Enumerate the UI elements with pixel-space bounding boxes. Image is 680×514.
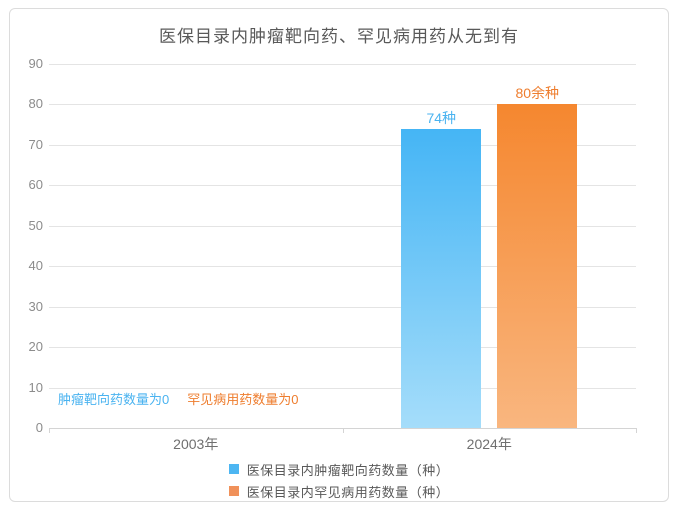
legend-label: 医保目录内罕见病用药数量（种）: [246, 484, 450, 500]
gridline: [49, 306, 636, 308]
y-tick-label: 70: [28, 136, 43, 152]
plot-area: 0 10 20 30 40 50 60 70 80 90 2003年 2024年 74种 80余种肿瘤靶向…: [29, 56, 637, 452]
x-category-label: 2003年: [173, 436, 219, 452]
y-tick-label: 60: [28, 177, 43, 193]
legend-item-tumor-targeted[interactable]: 医保目录内肿瘤靶向药数量（种）: [228, 458, 450, 480]
bar-tumor-targeted: [401, 128, 482, 428]
y-tick-label: 20: [28, 339, 43, 355]
gridline: [49, 104, 636, 106]
legend-swatch-icon: [228, 486, 239, 496]
x-axis-tick: [49, 428, 50, 433]
legend: 医保目录内肿瘤靶向药数量（种） 医保目录内罕见病用药数量（种）: [10, 458, 668, 502]
annotation-row: 肿瘤靶向药数量为0 罕见病用药数量为0: [58, 389, 298, 408]
y-tick-label: 90: [28, 56, 43, 71]
y-tick-label: 10: [28, 379, 43, 395]
gridline: [49, 185, 636, 187]
x-axis-tick: [342, 428, 344, 433]
zero-annotation-tumor-targeted: 肿瘤靶向药数量为0: [58, 392, 170, 407]
x-category-label: 2024年: [466, 436, 512, 452]
bar-value-label: 74种: [426, 109, 457, 126]
y-tick-label: 30: [28, 298, 43, 314]
y-tick-label: 0: [35, 420, 43, 435]
gridline: [49, 64, 636, 65]
legend-inner: 医保目录内肿瘤靶向药数量（种） 医保目录内罕见病用药数量（种）: [228, 458, 450, 502]
y-tick-label: 50: [28, 217, 43, 233]
legend-swatch-icon: [228, 464, 239, 474]
y-tick-label: 80: [28, 96, 43, 112]
bar-rare-disease: [497, 104, 578, 428]
y-tick-label: 40: [28, 258, 43, 274]
gridline: [49, 225, 636, 227]
zero-annotation-rare-disease: 罕见病用药数量为0: [187, 392, 299, 407]
chart-title: 医保目录内肿瘤靶向药、罕见病用药从无到有: [159, 27, 519, 46]
gridline: [49, 347, 636, 349]
bar-value-label: 80余种: [515, 85, 560, 102]
gridline: [49, 387, 636, 389]
legend-item-rare-disease[interactable]: 医保目录内罕见病用药数量（种）: [228, 480, 450, 502]
gridline: [49, 144, 636, 146]
chart-card: 医保目录内肿瘤靶向药、罕见病用药从无到有 0 10 20 30 40 50 60 70 80 90…: [9, 8, 669, 502]
legend-label: 医保目录内肿瘤靶向药数量（种）: [246, 462, 450, 478]
x-axis-tick: [636, 428, 637, 433]
gridline: [49, 266, 636, 268]
